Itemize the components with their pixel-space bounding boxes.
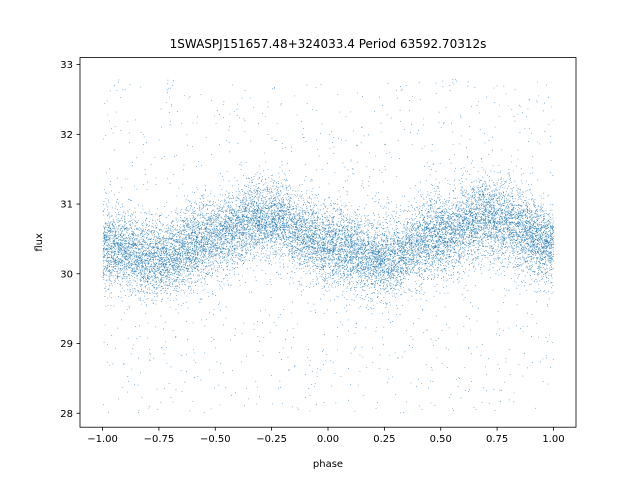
x-tick-label: −0.75 [144, 434, 175, 445]
x-tick-label: −1.00 [87, 434, 118, 445]
x-axis-label: phase [313, 459, 343, 470]
y-tick-label: 33 [60, 60, 73, 71]
y-tick-label: 32 [60, 130, 73, 141]
y-tick-label: 28 [60, 409, 73, 420]
y-tick-label: 30 [60, 269, 73, 280]
y-tick-label: 29 [60, 339, 73, 350]
x-axis-ticks: −1.00 −0.75 −0.50 −0.25 0.00 0.25 0.50 0.75 1.00 [87, 427, 565, 445]
y-tick-label: 31 [60, 200, 73, 211]
y-axis-label: flux [34, 233, 45, 252]
x-tick-label: 0.25 [373, 434, 395, 445]
x-tick-label: 0.00 [317, 434, 339, 445]
y-axis-ticks: 28 29 30 31 32 33 [60, 60, 80, 420]
chart-title: 1SWASPJ151657.48+324033.4 Period 63592.7… [170, 37, 487, 51]
x-tick-label: −0.50 [200, 434, 231, 445]
x-tick-label: 0.50 [430, 434, 452, 445]
x-tick-label: 0.75 [486, 434, 508, 445]
x-tick-label: −0.25 [256, 434, 287, 445]
x-tick-label: 1.00 [542, 434, 564, 445]
